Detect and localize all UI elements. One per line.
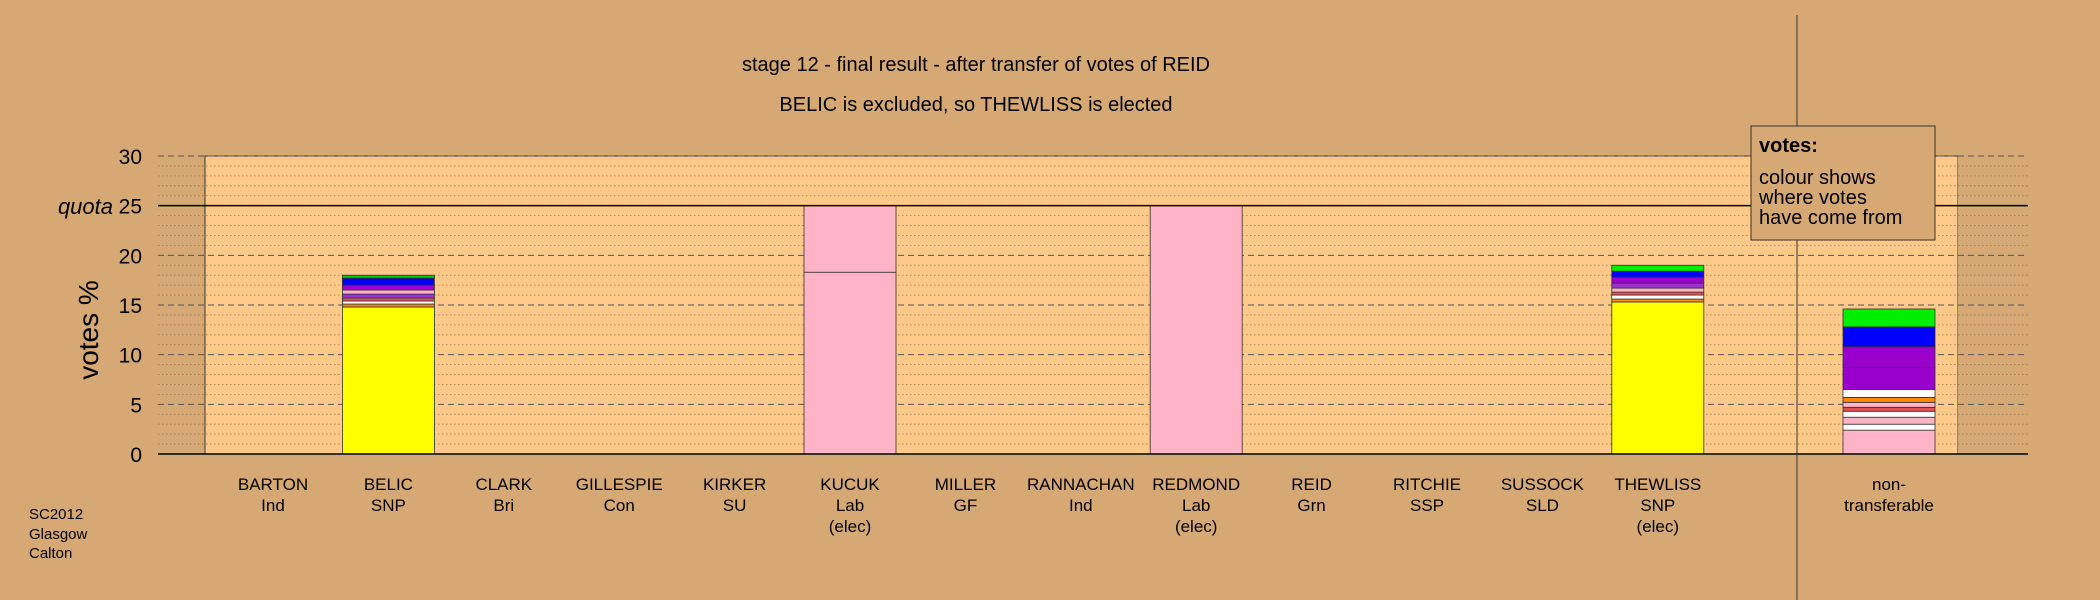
x-tick-label: Ind: [261, 496, 285, 515]
quota-label: quota: [58, 194, 113, 219]
x-tick-label: CLARK: [475, 475, 532, 494]
bar-segment: [1611, 291, 1705, 296]
legend-line: have come from: [1759, 207, 1902, 229]
footer-line: Calton: [29, 545, 72, 562]
bars: [341, 205, 1936, 455]
bar-segment: [341, 297, 435, 302]
y-axis-label: votes %: [73, 280, 104, 380]
y-tick-label: 30: [119, 146, 142, 169]
bar-segment: [1611, 298, 1705, 303]
x-tick-label: Con: [604, 496, 635, 515]
bar-segment: [341, 293, 435, 299]
bar-segment: [1611, 282, 1705, 289]
x-tick-label: THEWLISS: [1614, 475, 1701, 494]
bar-segment: [803, 205, 897, 273]
x-tick-label: RITCHIE: [1393, 475, 1461, 494]
x-tick-label: (elec): [1175, 517, 1218, 536]
bar-segment: [1842, 429, 1936, 455]
y-tick-label: 0: [130, 444, 142, 467]
bar-segment: [1842, 410, 1936, 418]
legend: votes: colour shows where votes have com…: [1750, 125, 1936, 241]
bar-segment: [1842, 406, 1936, 412]
y-tick-label: 25: [119, 196, 142, 219]
chart-subtitle: BELIC is excluded, so THEWLISS is electe…: [779, 94, 1172, 116]
x-tick-label: (elec): [829, 517, 872, 536]
bar-segment: [1842, 389, 1936, 398]
bar-segment: [1611, 301, 1705, 455]
bar-segment: [1611, 270, 1705, 278]
y-tick-label: 15: [119, 295, 142, 318]
bar-segment: [1842, 423, 1936, 431]
x-tick-label: GF: [954, 496, 978, 515]
x-tick-label: Lab: [836, 496, 864, 515]
y-tick-label: 5: [130, 394, 142, 417]
bar-segment: [1842, 308, 1936, 328]
y-axis: 0 5 10 15 20 25 30: [119, 146, 2028, 467]
x-tick-label: transferable: [1844, 496, 1934, 515]
x-tick-label: KUCUK: [820, 475, 880, 494]
x-tick-label: SLD: [1526, 496, 1559, 515]
bar-segment: [341, 274, 435, 279]
x-axis-labels: BARTON Ind BELIC SNP CLARK Bri GILLESPIE Con KIR…: [238, 475, 1934, 536]
bar-segment: [1611, 264, 1705, 272]
bar-segment: [341, 284, 435, 291]
bar-segment: [341, 303, 435, 308]
x-tick-label: SUSSOCK: [1501, 475, 1585, 494]
footer-line: SC2012: [29, 506, 83, 523]
bar-segment: [341, 306, 435, 455]
x-tick-label: SNP: [371, 496, 406, 515]
x-tick-label: GILLESPIE: [576, 475, 663, 494]
bar-segment: [1149, 205, 1243, 455]
x-tick-label: BELIC: [364, 475, 413, 494]
footer: SC2012 Glasgow Calton: [29, 506, 88, 562]
bar-segment: [1842, 396, 1936, 403]
y-tick-label: 10: [119, 345, 142, 368]
x-tick-label: SU: [723, 496, 747, 515]
bar-segment: [1611, 276, 1705, 284]
y-tick-label: 20: [119, 245, 142, 268]
legend-title: votes:: [1759, 135, 1818, 157]
x-tick-label: Grn: [1297, 496, 1325, 515]
x-tick-label: Ind: [1069, 496, 1093, 515]
bar-segment: [341, 277, 435, 286]
x-tick-label: REID: [1291, 475, 1332, 494]
x-tick-label: RANNACHAN: [1027, 475, 1135, 494]
bar-segment: [803, 271, 897, 455]
bar-segment: [341, 289, 435, 295]
bar-segment: [1842, 401, 1936, 408]
x-tick-label: KIRKER: [703, 475, 766, 494]
x-tick-label: SSP: [1410, 496, 1444, 515]
x-tick-label: MILLER: [935, 475, 996, 494]
bar-segment: [1611, 294, 1705, 300]
bar-segment: [1842, 326, 1936, 348]
x-tick-label: REDMOND: [1152, 475, 1240, 494]
bar-segment: [1842, 367, 1936, 390]
x-tick-label: Bri: [493, 496, 514, 515]
x-tick-label: Lab: [1182, 496, 1210, 515]
legend-box: [1750, 125, 1936, 241]
legend-line: where votes: [1758, 187, 1867, 209]
x-tick-label: (elec): [1637, 517, 1680, 536]
bar-segment: [1842, 346, 1936, 368]
x-tick-label: SNP: [1640, 496, 1675, 515]
x-tick-label: non-: [1872, 475, 1906, 494]
bar-segment: [1611, 287, 1705, 293]
legend-line: colour shows: [1759, 167, 1876, 189]
footer-line: Glasgow: [29, 526, 88, 543]
chart-title: stage 12 - final result - after transfer…: [742, 54, 1210, 76]
x-tick-label: BARTON: [238, 475, 308, 494]
bar-segment: [341, 300, 435, 305]
bar-segment: [1842, 416, 1936, 425]
